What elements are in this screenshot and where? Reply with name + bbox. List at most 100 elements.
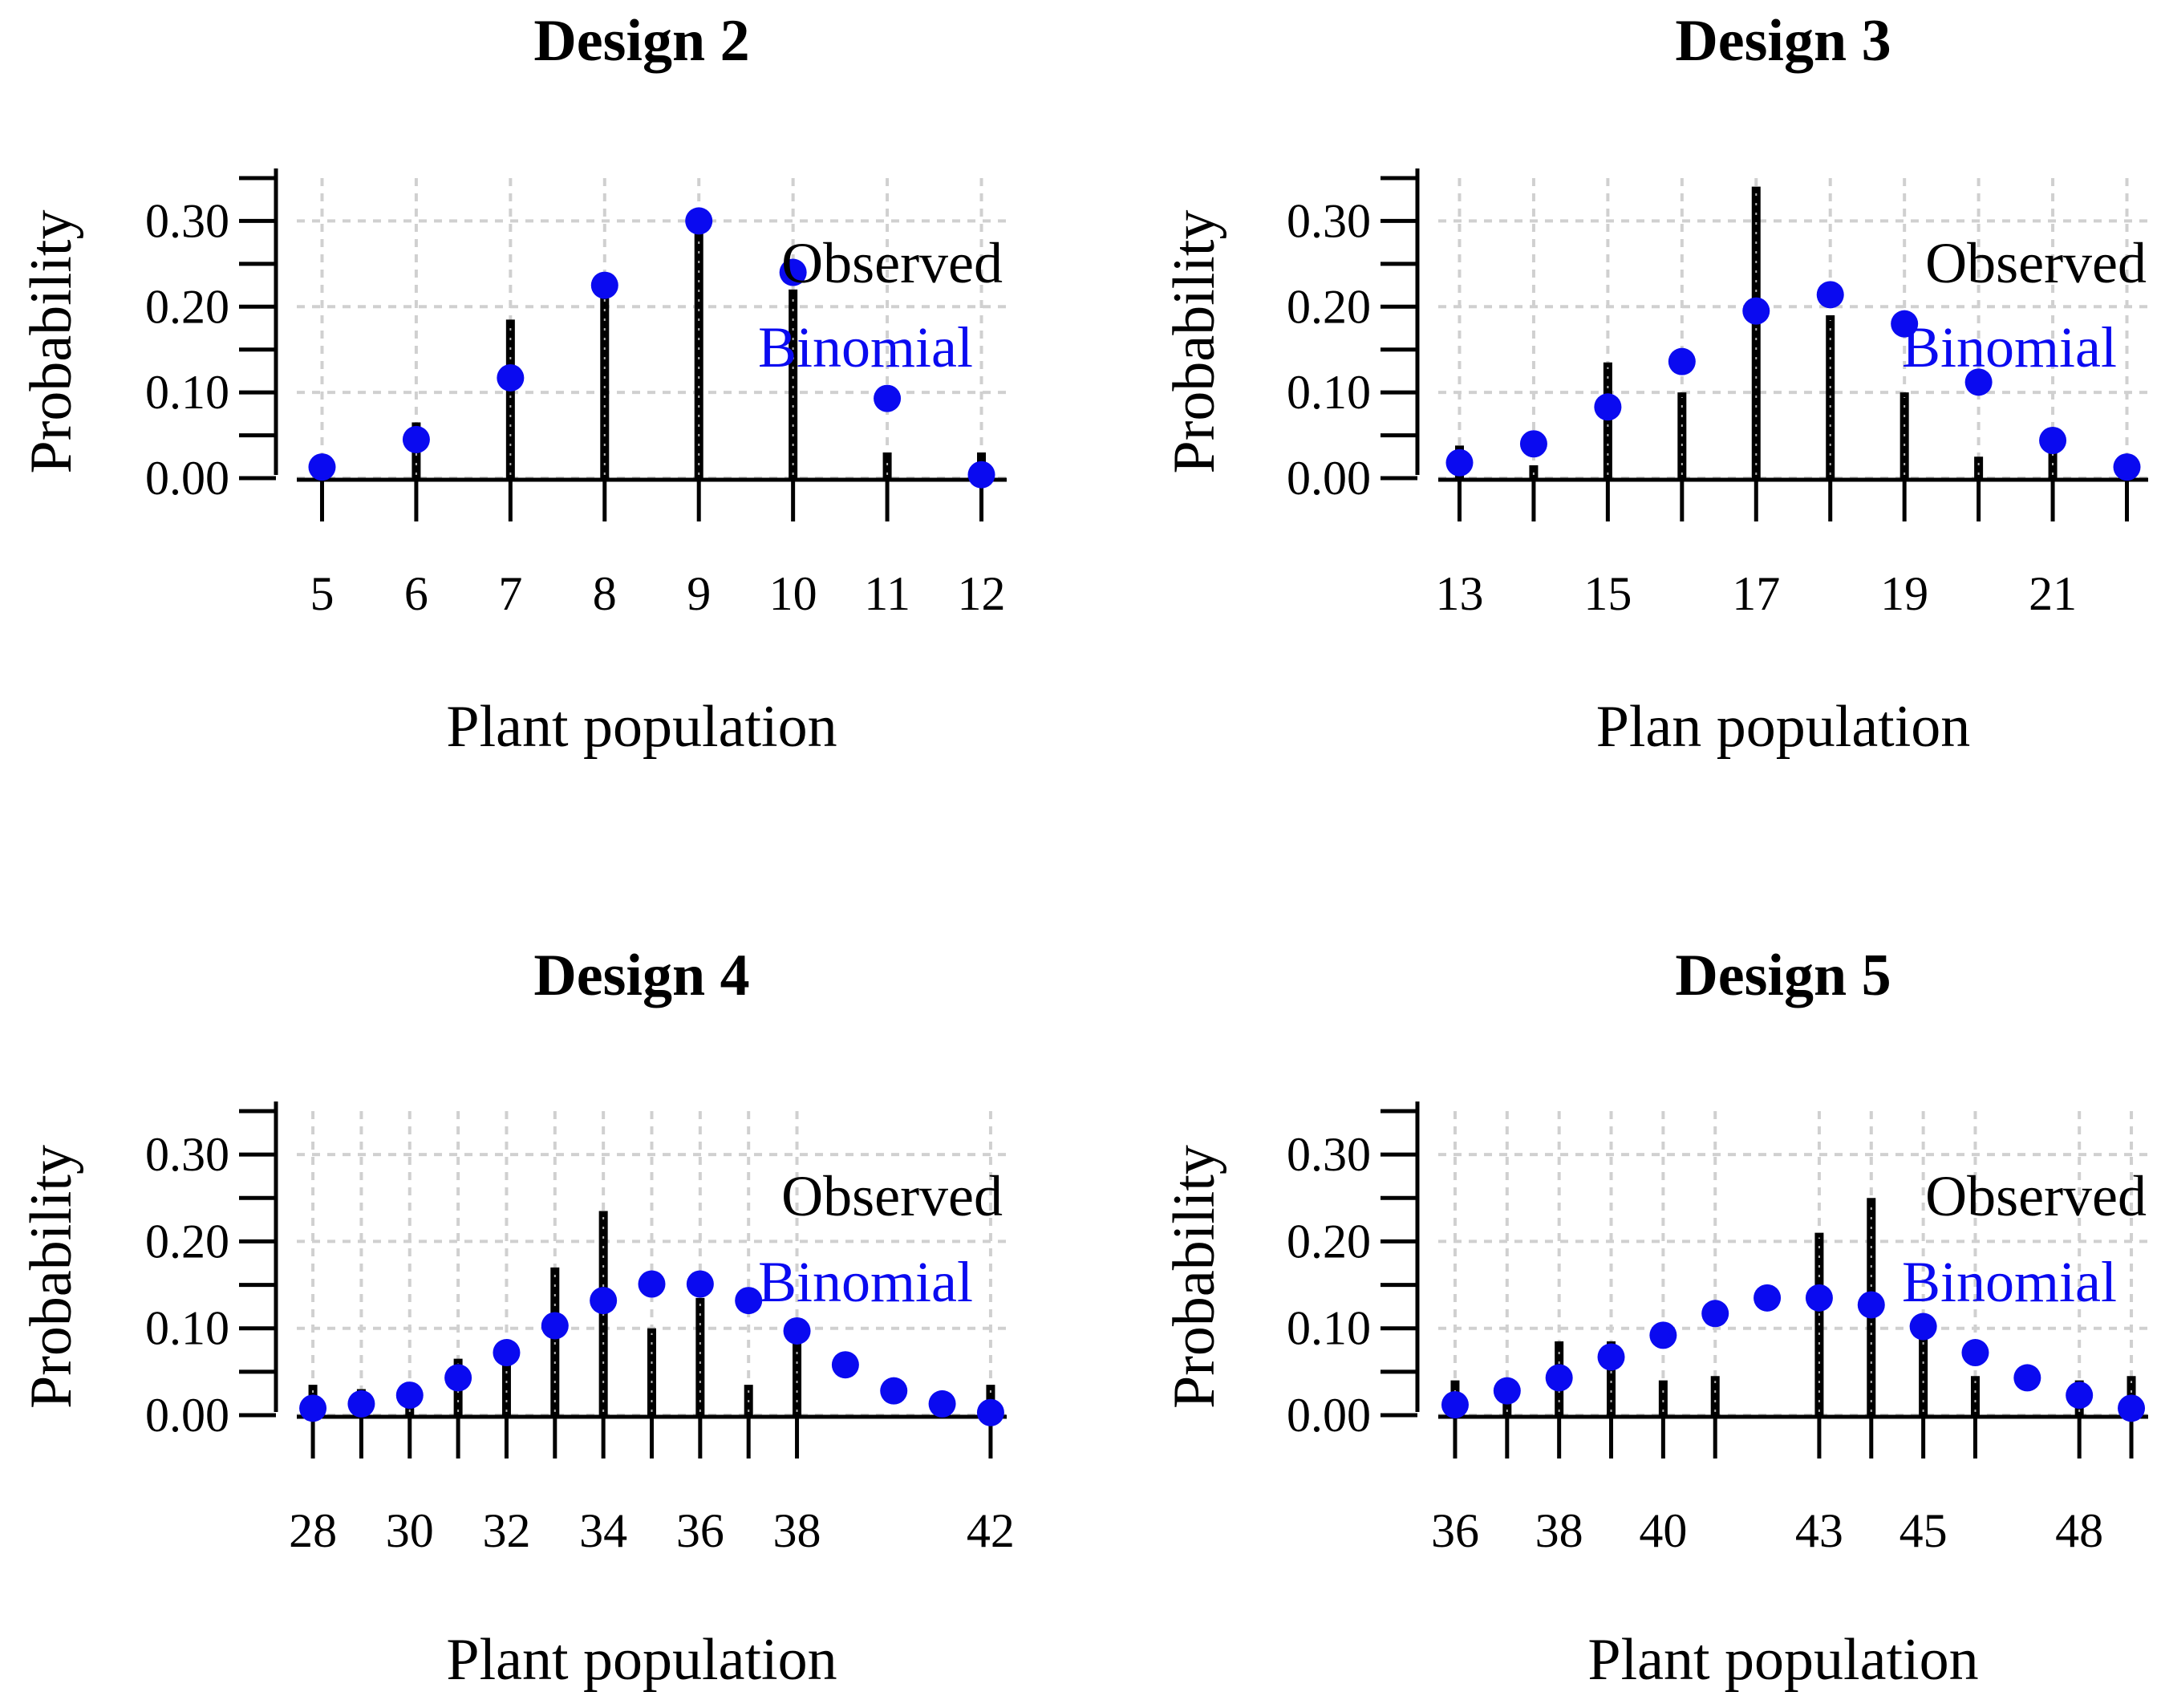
binomial-point [638, 1270, 666, 1298]
binomial-point [2039, 426, 2067, 454]
binomial-point [831, 1351, 859, 1379]
binomial-point [779, 258, 807, 286]
y-tick-label: 0.20 [1287, 280, 1371, 333]
y-axis-label: Probability [1162, 210, 1227, 474]
binomial-point [976, 1398, 1004, 1426]
y-tick-label: 0.00 [1287, 1389, 1371, 1442]
binomial-point [1857, 1291, 1885, 1319]
y-tick-label: 0.20 [145, 1215, 229, 1268]
x-tick-label: 43 [1795, 1504, 1843, 1557]
x-tick-label: 36 [1431, 1504, 1479, 1557]
binomial-point [395, 1381, 424, 1410]
y-axis-label: Probability [18, 210, 84, 474]
x-tick-label: 12 [958, 567, 1006, 620]
y-tick-label: 0.00 [1287, 452, 1371, 505]
y-axis-label: Probability [18, 1145, 84, 1409]
binomial-point [1594, 393, 1622, 421]
x-tick-label: 34 [579, 1504, 627, 1557]
x-tick-label: 9 [687, 567, 711, 620]
x-tick-label: 19 [1880, 567, 1928, 620]
binomial-point [590, 271, 618, 299]
x-tick-label: 45 [1899, 1504, 1948, 1557]
binomial-point [783, 1316, 811, 1345]
binomial-point [1597, 1343, 1625, 1371]
x-tick-label: 28 [289, 1504, 337, 1557]
binomial-point [590, 1287, 618, 1315]
binomial-point [1909, 1312, 1937, 1341]
binomial-point [1493, 1377, 1521, 1405]
binomial-point [2118, 1394, 2146, 1422]
y-axis-label: Probability [1162, 1145, 1227, 1409]
chart-title: Design 5 [1675, 943, 1891, 1008]
x-tick-label: 7 [498, 567, 522, 620]
x-tick-label: 21 [2029, 567, 2077, 620]
binomial-point [735, 1287, 763, 1315]
x-tick-label: 48 [2055, 1504, 2103, 1557]
x-tick-label: 42 [967, 1504, 1015, 1557]
chart-panel-4: 0.00 0.10 0.20 0.30 36 38 40 43 45 48 Design 5 Plan… [1162, 943, 2148, 1693]
binomial-point [928, 1390, 956, 1418]
x-tick-label: 30 [386, 1504, 434, 1557]
binomial-point [686, 1270, 714, 1298]
y-tick-label: 0.30 [1287, 1128, 1371, 1181]
binomial-point [1441, 1391, 1469, 1419]
binomial-point [1805, 1284, 1833, 1312]
chart-panel-1: 0.00 0.10 0.20 0.30 5 6 7 8 9 10 11 12 Design 2 Plant… [18, 8, 1007, 760]
chart-title: Design 4 [533, 943, 749, 1008]
x-tick-label: 15 [1583, 567, 1632, 620]
legend-observed: Observed [1925, 231, 2147, 295]
binomial-point [2013, 1364, 2041, 1392]
y-tick-label: 0.00 [145, 452, 229, 505]
y-tick-label: 0.10 [1287, 1302, 1371, 1355]
binomial-point [299, 1394, 327, 1422]
x-axis-label: Plant population [446, 1627, 837, 1693]
legend-binomial: Binomial [1902, 315, 2117, 379]
binomial-point [541, 1312, 569, 1340]
x-tick-label: 17 [1732, 567, 1780, 620]
binomial-point [1891, 310, 1919, 338]
x-axis-label: Plan population [1596, 694, 1971, 760]
binomial-point [874, 384, 902, 412]
binomial-point [1445, 448, 1474, 477]
x-tick-label: 8 [593, 567, 617, 620]
legend-binomial: Binomial [1902, 1250, 2117, 1314]
x-tick-label: 36 [676, 1504, 724, 1557]
x-tick-label: 5 [310, 567, 334, 620]
binomial-point [685, 207, 713, 235]
binomial-point [2066, 1381, 2094, 1410]
legend-observed: Observed [1925, 1164, 2147, 1228]
binomial-point [444, 1364, 472, 1392]
x-tick-label: 40 [1639, 1504, 1687, 1557]
x-tick-label: 38 [773, 1504, 821, 1557]
y-tick-label: 0.00 [145, 1389, 229, 1442]
chart-panel-2: 0.00 0.10 0.20 0.30 13 15 17 19 21 Design 3 Plan p… [1162, 8, 2148, 760]
binomial-point [1545, 1364, 1573, 1392]
x-tick-label: 6 [404, 567, 428, 620]
binomial-point [1519, 430, 1547, 458]
binomial-point [1701, 1300, 1729, 1328]
binomial-point [1742, 297, 1770, 325]
y-tick-label: 0.30 [145, 1128, 229, 1181]
binomial-point [1816, 281, 1844, 309]
chart-title: Design 2 [533, 8, 749, 74]
binomial-point [2113, 453, 2141, 481]
binomial-point [402, 425, 430, 453]
y-tick-label: 0.30 [1287, 194, 1371, 247]
x-tick-label: 32 [482, 1504, 530, 1557]
x-tick-label: 10 [769, 567, 817, 620]
y-tick-label: 0.20 [1287, 1215, 1371, 1268]
x-tick-label: 38 [1535, 1504, 1583, 1557]
binomial-point [1754, 1284, 1782, 1312]
binomial-point [967, 460, 995, 489]
x-tick-label: 11 [864, 567, 910, 620]
binomial-point [347, 1390, 375, 1418]
binomial-point [308, 453, 336, 481]
legend-observed: Observed [781, 1164, 1003, 1228]
y-tick-label: 0.10 [1287, 366, 1371, 419]
binomial-point [497, 363, 525, 392]
binomial-point [493, 1339, 521, 1367]
binomial-point [1649, 1321, 1677, 1349]
legend-binomial: Binomial [758, 315, 973, 379]
